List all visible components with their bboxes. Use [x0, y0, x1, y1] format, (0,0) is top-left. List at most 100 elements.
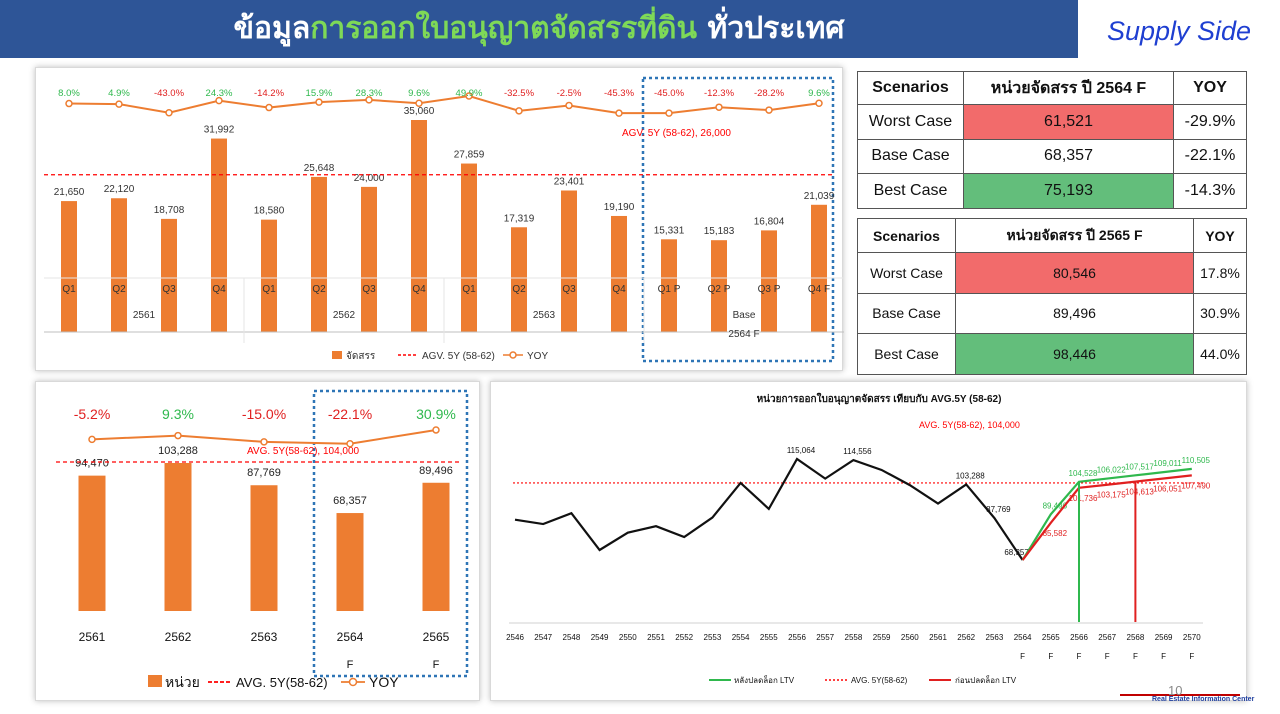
yoy-label: 8.0%	[58, 88, 80, 99]
legend-swatch-bar	[332, 351, 342, 359]
bar-value-label: 17,319	[504, 213, 535, 224]
point-label: 107,517	[1125, 462, 1154, 471]
units-cell: 75,193	[963, 173, 1174, 209]
point-label: 89,496	[1043, 501, 1068, 510]
yoy-point	[432, 426, 440, 434]
point-label: 104,528	[1069, 469, 1098, 478]
x-tick-label: 2564	[337, 630, 364, 644]
scenario-table-2565: Scenarios หน่วยจัดสรร ปี 2565 F YOY Wors…	[857, 218, 1247, 375]
forecast-mark: F	[1105, 652, 1110, 661]
x-tick-label: Q4	[212, 284, 226, 295]
logo-text: Real Estate Information Center	[1152, 696, 1255, 703]
x-tick-label: 2565	[1042, 633, 1060, 642]
table-header-scenario: Scenarios	[857, 71, 964, 105]
scenario-table-2564: Scenarios หน่วยจัดสรร ปี 2564 F YOY Wors…	[857, 71, 1247, 209]
x-tick-label: Q1	[462, 284, 476, 295]
table-header-units: หน่วยจัดสรร ปี 2564 F	[963, 71, 1174, 105]
x-tick-label: 2548	[563, 633, 581, 642]
bar	[61, 201, 77, 332]
title-part-2: การออกใบอนุญาตจัดสรรที่ดิน	[310, 11, 698, 46]
bar-value-label: 18,708	[154, 205, 185, 216]
bar	[78, 475, 106, 611]
forecast-mark: F	[347, 659, 354, 671]
table-header-scenario: Scenarios	[857, 218, 956, 253]
yoy-point	[165, 108, 173, 117]
legend-label: หลังปลดล็อก LTV	[734, 675, 795, 685]
point-label: 101,736	[1069, 494, 1098, 503]
group-label: 2564 F	[728, 329, 759, 340]
point-label: 87,769	[986, 505, 1011, 514]
yoy-point	[715, 103, 723, 111]
bar-value-label: 31,992	[204, 125, 235, 136]
units-cell: 98,446	[955, 333, 1194, 375]
yoy-cell: 17.8%	[1193, 252, 1247, 294]
x-tick-label: 2546	[506, 633, 524, 642]
yoy-point	[265, 103, 273, 112]
scenario-cell: Best Case	[857, 173, 964, 209]
yoy-label: 4.9%	[108, 88, 130, 99]
table-row: Base Case 68,357 -22.1%	[857, 138, 1247, 175]
legend-label: ก่อนปลดล็อก LTV	[955, 675, 1017, 685]
point-label: 115,064	[787, 446, 816, 455]
yoy-point	[260, 438, 268, 446]
scenario-cell: Base Case	[857, 138, 964, 175]
forecast-mark: F	[1161, 652, 1166, 661]
bar-value-label: 89,496	[419, 465, 453, 477]
yoy-label: -32.5%	[504, 88, 535, 99]
yoy-cell: 44.0%	[1193, 333, 1247, 375]
x-tick-label: 2559	[873, 633, 891, 642]
yoy-cell: -14.3%	[1173, 173, 1247, 209]
table-header-row: Scenarios หน่วยจัดสรร ปี 2565 F YOY	[857, 218, 1247, 253]
yoy-point	[515, 107, 523, 115]
forecast-mark: F	[1077, 652, 1082, 661]
yoy-label: 9.6%	[808, 88, 830, 99]
bar-value-label: 27,859	[454, 150, 485, 161]
x-tick-label: Q3	[562, 284, 576, 295]
bar	[161, 218, 177, 332]
x-tick-label: 2563	[251, 630, 278, 644]
x-tick-label: 2552	[675, 633, 693, 642]
x-tick-label: Q3	[362, 284, 376, 295]
yoy-point	[174, 431, 182, 440]
forecast-mark: F	[1133, 652, 1138, 661]
yoy-label: 24.3%	[206, 88, 233, 99]
x-tick-label: Q2	[312, 284, 326, 295]
title-part-3: ทั่วประเทศ	[697, 11, 845, 46]
yoy-cell: -22.1%	[1173, 138, 1247, 175]
yearly-chart-panel: 94,470 2561 103,288 2562 87,769 2563 68,357 256…	[35, 381, 480, 701]
group-label: 2563	[533, 310, 556, 321]
table-row: Best Case 75,193 -14.3%	[857, 173, 1247, 209]
bar-value-label: 21,650	[54, 187, 85, 198]
group-sublabel: Base	[733, 310, 756, 321]
table-header-units: หน่วยจัดสรร ปี 2565 F	[955, 218, 1194, 253]
yoy-label: -14.2%	[254, 88, 285, 99]
x-tick-label: Q1	[62, 284, 76, 295]
table-header-yoy: YOY	[1193, 218, 1247, 253]
legend-swatch-yoy-marker	[348, 677, 358, 687]
x-tick-label: 2551	[647, 633, 665, 642]
title-part-1: ข้อมูล	[233, 11, 311, 46]
forecast-mark: F	[433, 659, 440, 671]
yoy-label: -43.0%	[154, 88, 185, 99]
logo-line	[1120, 694, 1240, 696]
x-tick-label: 2556	[788, 633, 806, 642]
bar-value-label: 25,648	[304, 163, 335, 174]
x-tick-label: 2562	[165, 630, 192, 644]
point-label: 114,556	[843, 447, 872, 456]
long-term-line-chart: หน่วยการออกใบอนุญาตจัดสรร เทียบกับ AVG.5…	[506, 392, 1211, 685]
legend-label: AVG. 5Y(58-62)	[236, 675, 328, 690]
yoy-point	[765, 106, 773, 114]
legend-label: YOY	[527, 351, 548, 362]
supply-side-label: Supply Side	[1106, 16, 1252, 46]
bar	[761, 230, 777, 332]
yoy-point	[615, 109, 623, 117]
legend-label: YOY	[369, 674, 399, 690]
x-tick-label: 2554	[732, 633, 750, 642]
yoy-point	[815, 99, 823, 108]
yoy-label: -5.2%	[74, 406, 111, 422]
x-tick-label: 2560	[901, 633, 919, 642]
yoy-label: 9.6%	[408, 88, 430, 99]
group-label: 2561	[133, 310, 156, 321]
bar-value-label: 23,401	[554, 176, 585, 187]
forecast-highlight-box	[312, 389, 469, 678]
